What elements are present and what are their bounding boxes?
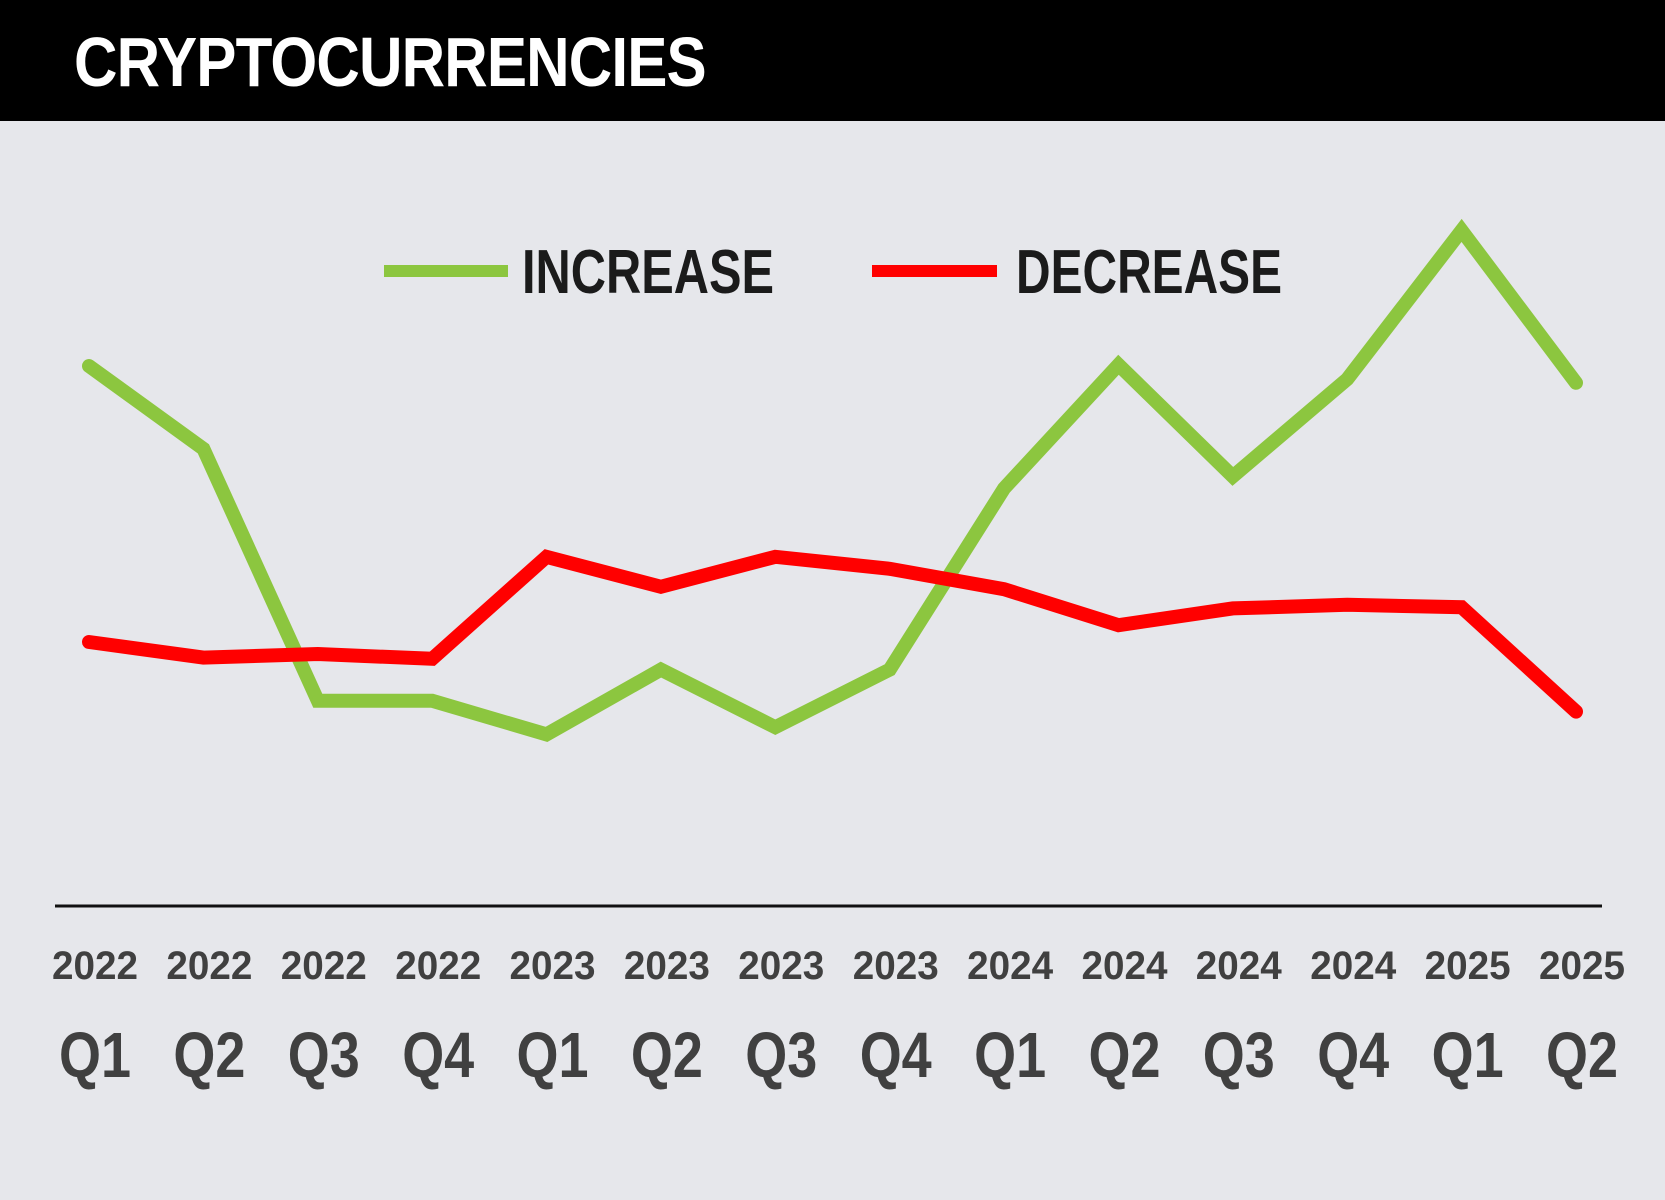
- tick-label-quarter: Q4: [860, 1019, 932, 1091]
- data-point-increase: [998, 482, 1011, 495]
- tick-label-year: 2023: [510, 944, 596, 988]
- data-point-increase: [769, 721, 782, 734]
- tick-label-quarter: Q4: [402, 1019, 474, 1091]
- data-point-decrease: [654, 580, 667, 593]
- legend: INCREASE DECREASE: [384, 238, 1282, 307]
- tick-label-quarter: Q3: [288, 1019, 360, 1091]
- tick-label-year: 2022: [281, 944, 367, 988]
- data-point-increase: [1341, 373, 1354, 386]
- data-point-increase: [1112, 358, 1125, 371]
- data-point-decrease: [83, 636, 95, 648]
- tick-label-quarter: Q3: [1203, 1019, 1275, 1091]
- tick-label-quarter: Q1: [1432, 1019, 1504, 1091]
- tick-label-year: 2022: [52, 944, 138, 988]
- data-point-increase: [654, 663, 667, 676]
- data-point-decrease: [311, 648, 324, 660]
- tick-label-year: 2024: [1196, 944, 1283, 988]
- data-point-decrease: [540, 550, 553, 563]
- data-point-increase: [197, 442, 210, 455]
- data-point-decrease: [426, 652, 439, 665]
- tick-label-year: 2023: [853, 944, 939, 988]
- tick-label-quarter: Q4: [1317, 1019, 1389, 1091]
- data-point-decrease: [998, 583, 1011, 596]
- data-point-increase: [83, 360, 95, 372]
- data-point-decrease: [769, 550, 782, 563]
- data-point-decrease: [1570, 705, 1582, 718]
- data-point-decrease: [1341, 598, 1354, 611]
- data-point-decrease: [1112, 619, 1125, 632]
- tick-label-quarter: Q2: [173, 1019, 245, 1091]
- tick-label-quarter: Q3: [745, 1019, 817, 1091]
- tick-label-year: 2022: [166, 944, 252, 988]
- data-point-increase: [311, 694, 324, 707]
- tick-label-year: 2024: [967, 944, 1054, 988]
- series-line-increase: [82, 218, 1583, 742]
- x-axis-tick-labels: 2022 Q1 2022 Q2 2022 Q3 2022 Q4 2023 Q1 2023 Q2 2023…: [52, 944, 1625, 1091]
- tick-label-year: 2024: [1082, 944, 1169, 988]
- tick-label-year: 2025: [1425, 944, 1511, 988]
- tick-label-year: 2022: [395, 944, 481, 988]
- tick-label-quarter: Q1: [517, 1019, 589, 1091]
- legend-label-increase: INCREASE: [522, 238, 774, 307]
- chart-title: CRYPTOCURRENCIES: [74, 23, 707, 101]
- legend-label-decrease: DECREASE: [1016, 238, 1282, 307]
- data-point-increase: [1455, 224, 1468, 237]
- tick-label-year: 2025: [1539, 944, 1625, 988]
- data-point-increase: [1226, 470, 1239, 483]
- tick-label-quarter: Q2: [1089, 1019, 1161, 1091]
- data-point-increase: [883, 663, 896, 676]
- series-layer: [82, 218, 1583, 742]
- tick-label-quarter: Q2: [631, 1019, 703, 1091]
- data-point-increase: [426, 694, 439, 707]
- data-point-decrease: [1226, 602, 1239, 615]
- tick-label-year: 2024: [1310, 944, 1397, 988]
- tick-label-year: 2023: [624, 944, 710, 988]
- data-point-increase: [540, 728, 553, 741]
- data-point-decrease: [1455, 601, 1468, 614]
- title-bar: CRYPTOCURRENCIES: [0, 0, 1665, 121]
- data-point-increase: [1570, 376, 1582, 389]
- tick-label-year: 2023: [738, 944, 824, 988]
- tick-label-quarter: Q1: [974, 1019, 1046, 1091]
- series-line-decrease: [82, 549, 1583, 719]
- data-point-decrease: [197, 651, 210, 664]
- data-point-decrease: [883, 562, 896, 575]
- tick-label-quarter: Q1: [59, 1019, 131, 1091]
- tick-label-quarter: Q2: [1546, 1019, 1618, 1091]
